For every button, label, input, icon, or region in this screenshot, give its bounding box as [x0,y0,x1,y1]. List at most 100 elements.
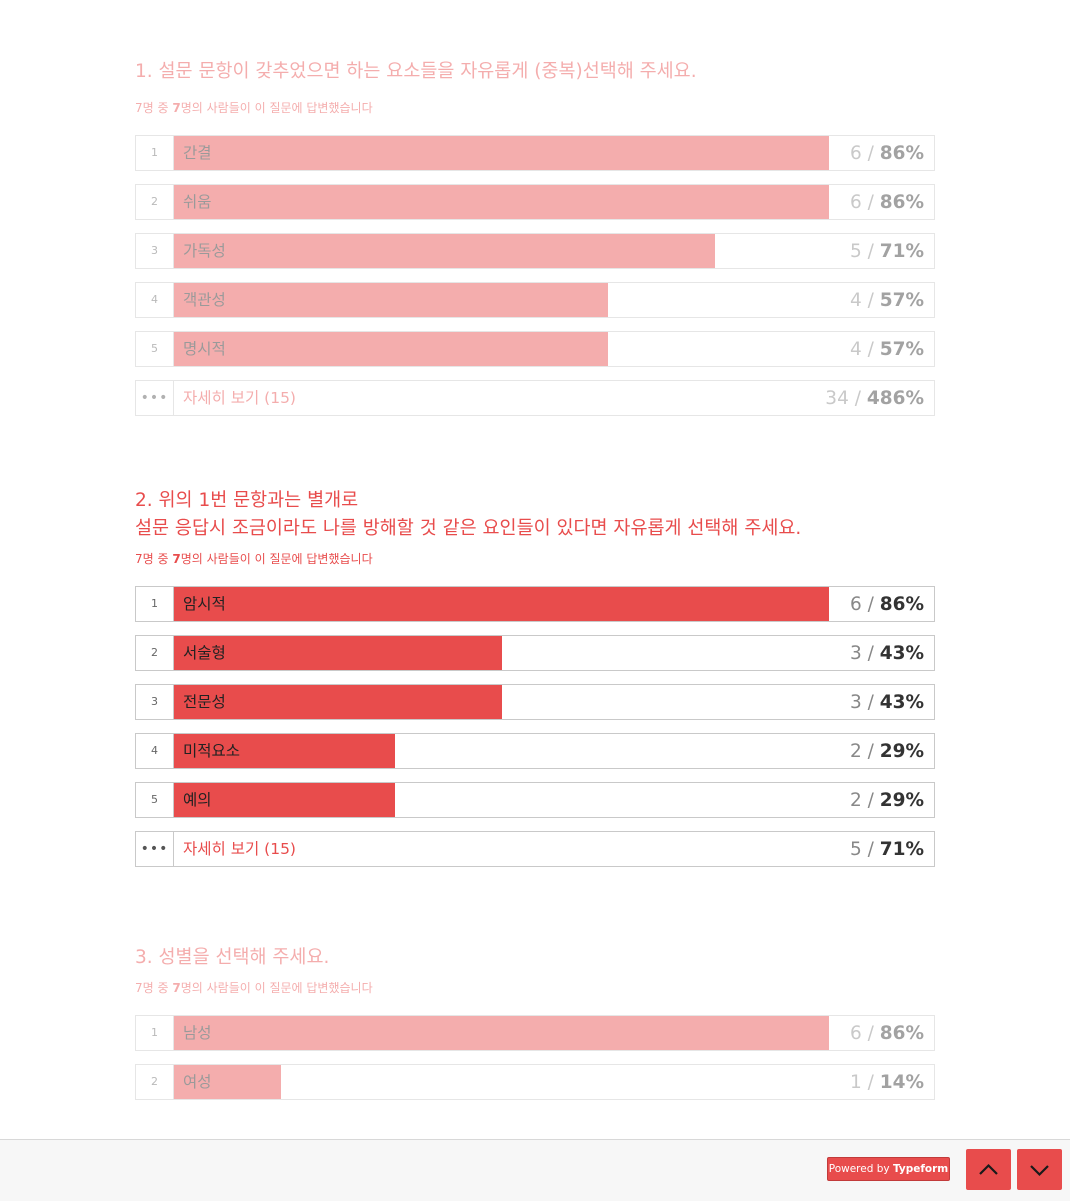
question-1: 1. 설문 문항이 갖추었으면 하는 요소들을 자유롭게 (중복)선택해 주세요… [135,58,935,429]
answer-row: 5 명시적 4 / 57% [135,331,935,367]
answer-label: 가독성 [183,242,226,260]
response-count: 7명 중 7명의 사람들이 이 질문에 답변했습니다 [135,101,373,115]
answer-stat: 6 / 86% [849,1023,924,1044]
answer-list: 1 간결 6 / 86% 2 쉬움 6 / 86% 3 가독성 5 / 71% … [135,135,935,416]
answer-row: 1 남성 6 / 86% [135,1015,935,1051]
powered-by-typeform-badge[interactable]: Powered by Typeform [827,1157,950,1181]
show-more-link[interactable]: 자세히 보기 (15) [183,389,296,407]
answer-count: 6 [849,143,862,164]
answer-percent: 29% [879,741,924,762]
answer-percent: 57% [879,339,924,360]
answer-row: 3 가독성 5 / 71% [135,233,935,269]
answer-label: 암시적 [183,595,226,613]
answer-percent: 86% [879,594,924,615]
answer-percent: 43% [879,643,924,664]
answer-percent: 486% [866,388,924,409]
answer-bar [174,332,608,366]
answer-percent: 57% [879,290,924,311]
show-more-row[interactable]: ••• 자세히 보기 (15) 34 / 486% [135,380,935,416]
answer-count: 6 [849,594,862,615]
response-count: 7명 중 7명의 사람들이 이 질문에 답변했습니다 [135,552,373,566]
answer-count: 3 [849,643,862,664]
answer-row: 3 전문성 3 / 43% [135,684,935,720]
answer-count: 6 [849,192,862,213]
response-count: 7명 중 7명의 사람들이 이 질문에 답변했습니다 [135,981,373,995]
previous-button[interactable] [966,1149,1011,1190]
question-2: 2. 위의 1번 문항과는 별개로 설문 응답시 조금이라도 나를 방해할 것 … [135,487,935,880]
answer-label: 쉬움 [183,193,212,211]
answer-number: 1 [136,587,174,621]
answer-bar [174,587,829,621]
answer-stat: 5 / 71% [849,241,924,262]
answer-number: 5 [136,783,174,817]
show-more-link[interactable]: 자세히 보기 (15) [183,840,296,858]
answer-label: 서술형 [183,644,226,662]
answer-row: 4 객관성 4 / 57% [135,282,935,318]
answer-bar [174,1065,281,1099]
answer-row: 1 암시적 6 / 86% [135,586,935,622]
answer-stat: 1 / 14% [849,1072,924,1093]
answer-number: 2 [136,185,174,219]
bottom-bar: Powered by Typeform [0,1139,1070,1201]
answer-percent: 43% [879,692,924,713]
answer-count: 34 [825,388,849,409]
answer-count: 1 [849,1072,862,1093]
answer-label: 간결 [183,144,212,162]
answer-row: 2 여성 1 / 14% [135,1064,935,1100]
answer-count: 5 [849,839,862,860]
answer-bar [174,234,715,268]
answer-count: 4 [849,290,862,311]
answer-percent: 71% [879,241,924,262]
answer-percent: 14% [879,1072,924,1093]
question-title: 2. 위의 1번 문항과는 별개로 설문 응답시 조금이라도 나를 방해할 것 … [135,490,802,539]
answer-bar [174,685,502,719]
answer-label: 명시적 [183,340,226,358]
answer-percent: 86% [879,1023,924,1044]
answer-bar [174,636,502,670]
more-dots-icon: ••• [136,832,174,866]
answer-list: 1 남성 6 / 86% 2 여성 1 / 14% [135,1015,935,1100]
answer-bar [174,185,829,219]
answer-percent: 86% [879,192,924,213]
question-title: 3. 성별을 선택해 주세요. [135,947,330,968]
answer-bar [174,783,395,817]
answer-row: 5 예의 2 / 29% [135,782,935,818]
answer-number: 4 [136,734,174,768]
answer-bar [174,283,608,317]
answer-label: 미적요소 [183,742,241,760]
answer-label: 남성 [183,1024,212,1042]
answer-number: 4 [136,283,174,317]
answer-row: 1 간결 6 / 86% [135,135,935,171]
answer-number: 1 [136,1016,174,1050]
answer-count: 3 [849,692,862,713]
more-dots-icon: ••• [136,381,174,415]
question-3: 3. 성별을 선택해 주세요. 7명 중 7명의 사람들이 이 질문에 답변했습… [135,944,935,1113]
answer-number: 2 [136,1065,174,1099]
answer-count: 2 [849,741,862,762]
answer-count: 2 [849,790,862,811]
answer-stat: 4 / 57% [849,339,924,360]
answer-stat: 5 / 71% [849,839,924,860]
answer-count: 4 [849,339,862,360]
answer-percent: 29% [879,790,924,811]
answer-count: 5 [849,241,862,262]
answer-stat: 3 / 43% [849,643,924,664]
answer-stat: 6 / 86% [849,594,924,615]
answer-stat: 34 / 486% [825,388,924,409]
answer-label: 전문성 [183,693,226,711]
answer-stat: 3 / 43% [849,692,924,713]
answer-bar [174,136,829,170]
answer-stat: 4 / 57% [849,290,924,311]
answer-label: 객관성 [183,291,226,309]
answer-row: 2 쉬움 6 / 86% [135,184,935,220]
answer-row: 2 서술형 3 / 43% [135,635,935,671]
answer-label: 여성 [183,1073,212,1091]
answer-count: 6 [849,1023,862,1044]
next-button[interactable] [1017,1149,1062,1190]
answer-number: 3 [136,234,174,268]
show-more-row[interactable]: ••• 자세히 보기 (15) 5 / 71% [135,831,935,867]
answer-label: 예의 [183,791,212,809]
answer-stat: 2 / 29% [849,741,924,762]
answer-list: 1 암시적 6 / 86% 2 서술형 3 / 43% 3 전문성 3 / 43… [135,586,935,867]
question-title: 1. 설문 문항이 갖추었으면 하는 요소들을 자유롭게 (중복)선택해 주세요… [135,61,697,82]
